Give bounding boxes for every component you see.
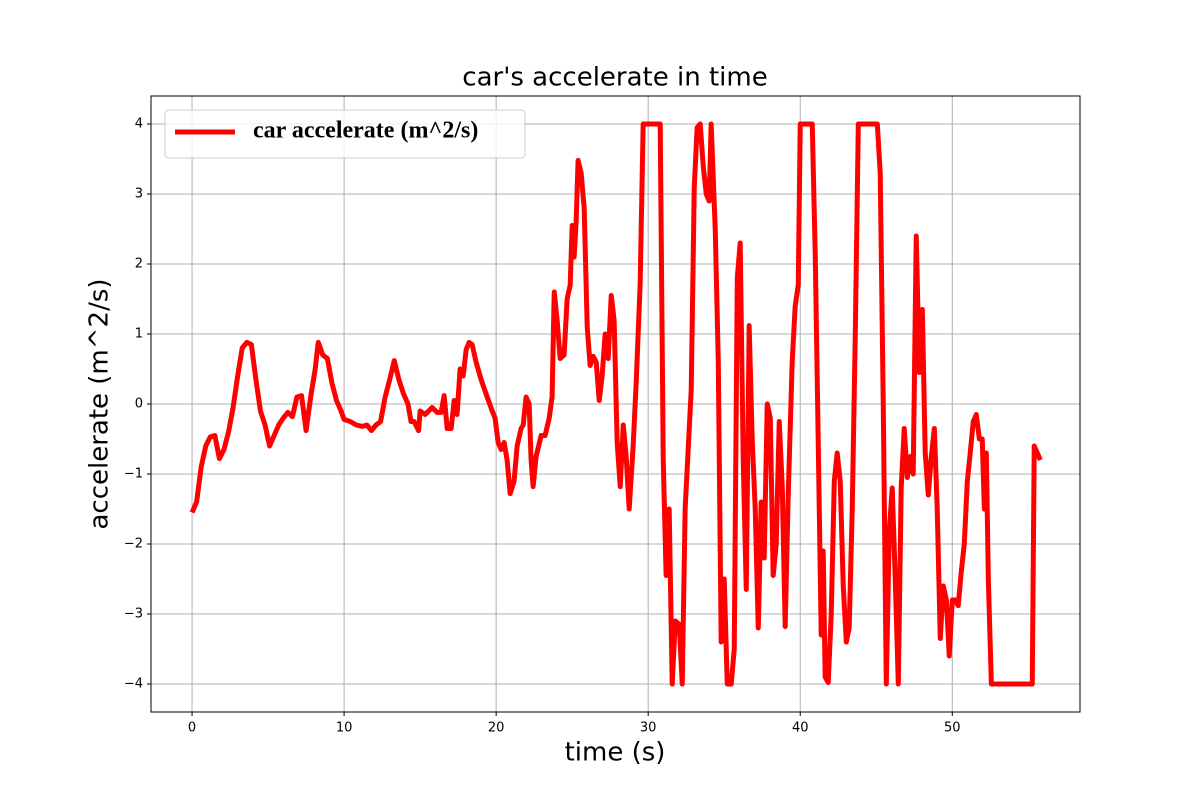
plot-frame [150, 95, 1081, 713]
chart-title: car's accelerate in time [462, 63, 767, 93]
x-tick-label: 30 [640, 721, 657, 736]
y-tick-label: 1 [135, 327, 143, 342]
x-axis-label: time (s) [565, 738, 666, 768]
x-tick-label: 0 [188, 721, 196, 736]
y-tick-label: −4 [124, 677, 143, 692]
legend-box [164, 109, 526, 159]
y-axis-label: accelerate (m^2/s) [85, 278, 115, 529]
y-tick-label: −1 [124, 467, 143, 482]
y-tick-label: 3 [135, 187, 143, 202]
x-tick-label: 50 [944, 721, 961, 736]
y-tick-label: 0 [135, 397, 143, 412]
legend-label: car accelerate (m^2/s) [253, 118, 478, 144]
x-tick-label: 20 [488, 721, 505, 736]
y-tick-label: −2 [124, 537, 143, 552]
y-tick-label: 4 [135, 117, 143, 132]
y-tick-label: −3 [124, 607, 143, 622]
x-tick-label: 10 [336, 721, 353, 736]
data-line [189, 121, 1043, 687]
y-tick-label: 2 [135, 257, 143, 272]
x-tick-label: 40 [792, 721, 809, 736]
